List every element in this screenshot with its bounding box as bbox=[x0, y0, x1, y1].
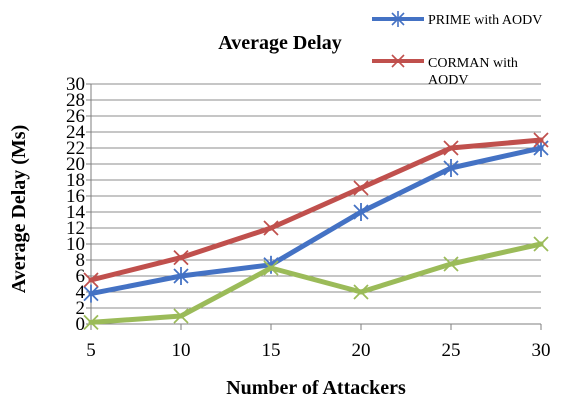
series-0 bbox=[83, 139, 549, 303]
y-tick-label-12: 12 bbox=[66, 218, 85, 239]
data-point-2-3 bbox=[353, 284, 369, 300]
y-tick-label-4: 4 bbox=[76, 282, 86, 303]
data-point-1-4 bbox=[443, 140, 459, 156]
y-tick-label-10: 10 bbox=[66, 234, 85, 255]
x-tick-label-10: 10 bbox=[172, 340, 191, 361]
data-point-2-1 bbox=[173, 308, 189, 324]
data-point-1-3 bbox=[353, 180, 369, 196]
y-tick-label-28: 28 bbox=[66, 90, 85, 111]
y-tick-label-2: 2 bbox=[76, 298, 86, 319]
legend-label-corman-line2: AODV bbox=[428, 73, 468, 88]
series-line-0 bbox=[88, 145, 544, 297]
legend-label-corman: CORMAN with AODV bbox=[428, 56, 521, 88]
series-line-1 bbox=[88, 137, 544, 283]
series-2 bbox=[83, 236, 549, 331]
y-tick-label-14: 14 bbox=[66, 202, 86, 223]
y-tick-label-18: 18 bbox=[66, 170, 85, 191]
data-point-2-4 bbox=[443, 256, 459, 272]
y-tick-label-0: 0 bbox=[76, 314, 86, 335]
y-tick-label-22: 22 bbox=[66, 138, 85, 159]
legend-marker-prime bbox=[391, 11, 405, 27]
legend-marker-corman bbox=[391, 54, 405, 68]
x-tick-label-30: 30 bbox=[532, 340, 551, 361]
y-axis-label: Average Delay (Ms) bbox=[8, 125, 30, 293]
x-tick-label-15: 15 bbox=[262, 340, 281, 361]
x-tick-label-25: 25 bbox=[442, 340, 461, 361]
y-tick-label-8: 8 bbox=[76, 250, 86, 271]
legend-item-corman: CORMAN with AODV bbox=[372, 54, 521, 88]
y-tick-label-20: 20 bbox=[66, 154, 85, 175]
y-tick-label-16: 16 bbox=[66, 186, 85, 207]
legend-label-corman-line1: CORMAN with bbox=[428, 56, 518, 71]
data-point-1-0 bbox=[83, 272, 99, 288]
y-tick-label-24: 24 bbox=[66, 122, 86, 143]
legend-item-prime: PRIME with AODV bbox=[372, 11, 542, 28]
data-point-2-0 bbox=[83, 314, 99, 331]
data-series bbox=[83, 132, 549, 331]
legend: PRIME with AODV CORMAN with AODV bbox=[372, 11, 542, 88]
legend-label-prime: PRIME with AODV bbox=[428, 13, 542, 28]
x-axis-label: Number of Attackers bbox=[226, 377, 406, 399]
data-point-2-5 bbox=[533, 236, 549, 252]
x-tick-labels: 5 10 15 20 25 30 bbox=[86, 340, 550, 361]
data-point-1-5 bbox=[533, 132, 549, 148]
data-point-2-2 bbox=[263, 260, 279, 276]
x-tick-label-5: 5 bbox=[86, 340, 96, 361]
x-tick-label-20: 20 bbox=[352, 340, 371, 361]
series-line-2 bbox=[88, 241, 544, 325]
data-point-0-1 bbox=[173, 267, 189, 285]
data-point-0-0 bbox=[83, 284, 99, 303]
chart-title: Average Delay bbox=[218, 32, 341, 54]
data-point-0-4 bbox=[443, 159, 459, 177]
data-point-0-3 bbox=[353, 203, 369, 221]
y-tick-label-30: 30 bbox=[66, 74, 85, 95]
gridlines bbox=[91, 83, 541, 309]
y-tick-label-26: 26 bbox=[66, 106, 85, 127]
data-point-1-1 bbox=[173, 249, 189, 266]
y-tick-label-6: 6 bbox=[76, 266, 86, 287]
data-point-1-2 bbox=[263, 220, 279, 236]
axes bbox=[86, 83, 542, 330]
series-1 bbox=[83, 132, 549, 288]
